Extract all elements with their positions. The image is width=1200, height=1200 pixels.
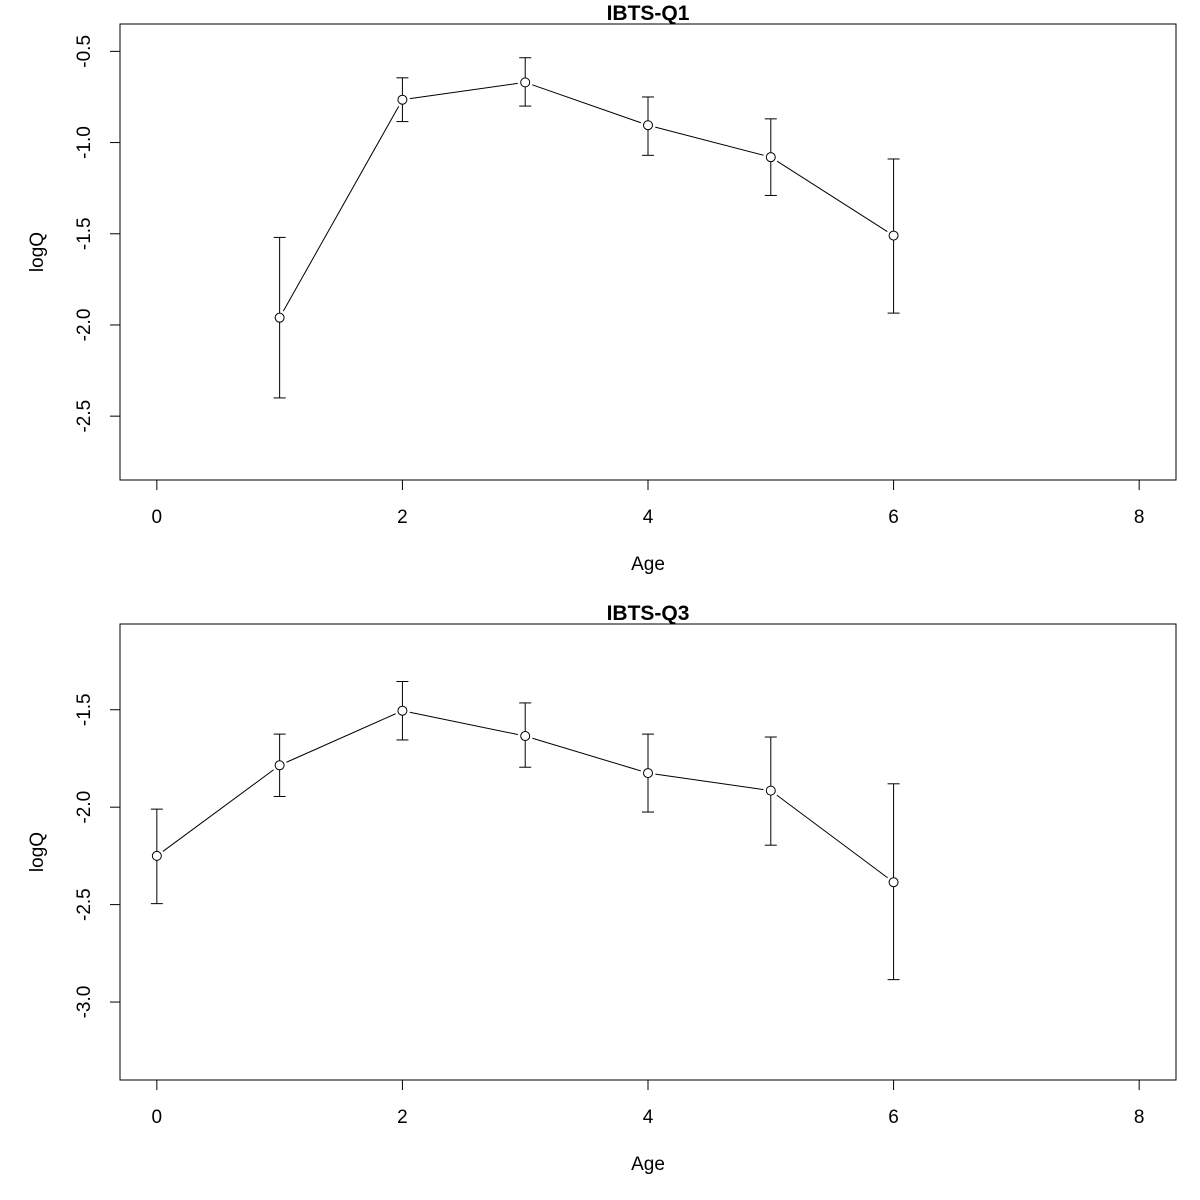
- x-tick-label: 4: [643, 507, 654, 528]
- data-point: [765, 785, 776, 796]
- data-point: [520, 77, 531, 88]
- x-axis-label: Age: [631, 1154, 665, 1175]
- data-point: [643, 768, 653, 779]
- y-tick-label: -2.5: [74, 400, 95, 433]
- data-layer: [150, 680, 900, 981]
- plot-frame: [119, 623, 1177, 1081]
- y-tick-label: -1.0: [74, 126, 95, 159]
- series-line-segment: [162, 769, 274, 852]
- data-point: [520, 731, 531, 742]
- data-point: [888, 230, 899, 241]
- data-point: [151, 850, 162, 861]
- y-tick-label: -1.5: [74, 217, 95, 250]
- x-tick-label: 6: [888, 1107, 899, 1128]
- y-tick-label: -0.5: [74, 35, 95, 68]
- series-line-segment: [409, 82, 518, 100]
- x-tick-label: 0: [152, 507, 163, 528]
- data-point: [397, 705, 408, 716]
- y-axis-label: logQ: [27, 232, 48, 272]
- chart-title: IBTS-Q1: [607, 2, 690, 25]
- series-line-segment: [655, 773, 764, 791]
- y-tick-label: -3.0: [74, 986, 95, 1019]
- series-line-segment: [532, 84, 642, 124]
- data-point: [397, 94, 408, 105]
- series-line-segment: [655, 126, 764, 156]
- x-tick-label: 4: [643, 1107, 654, 1128]
- series-line-segment: [776, 160, 888, 232]
- x-tick-label: 0: [152, 1107, 163, 1128]
- y-tick-label: -2.0: [74, 791, 95, 824]
- data-point: [888, 877, 899, 888]
- x-tick-label: 8: [1134, 1107, 1145, 1128]
- data-point: [274, 312, 285, 323]
- chart-panel-q3: IBTS-Q3 Age logQ 0 2 4 6 8 -1.5 -2.0 -2.5 -3.0: [27, 602, 1177, 1175]
- data-point: [765, 152, 776, 163]
- chart-title: IBTS-Q3: [607, 602, 690, 625]
- x-tick-label: 2: [397, 1107, 408, 1128]
- x-axis-label: Age: [631, 554, 665, 575]
- data-point: [274, 760, 285, 771]
- y-tick-label: -2.0: [74, 309, 95, 342]
- series-line-segment: [282, 105, 400, 312]
- y-tick-label: -2.5: [74, 888, 95, 921]
- x-axis: 0 2 4 6 8: [152, 479, 1145, 528]
- series-line-segment: [532, 737, 641, 772]
- y-axis-label: logQ: [27, 832, 48, 872]
- x-tick-label: 2: [397, 507, 408, 528]
- series-line-segment: [286, 713, 396, 763]
- data-layer: [273, 57, 900, 399]
- y-axis: -1.5 -2.0 -2.5 -3.0: [74, 693, 121, 1019]
- plot-frame: [119, 23, 1177, 481]
- x-tick-label: 8: [1134, 507, 1145, 528]
- data-point: [643, 120, 653, 131]
- y-axis: -0.5 -1.0 -1.5 -2.0 -2.5: [74, 35, 121, 433]
- series-line-segment: [409, 711, 518, 736]
- x-axis: 0 2 4 6 8: [152, 1079, 1145, 1128]
- x-tick-label: 6: [888, 507, 899, 528]
- series-line-segment: [776, 794, 888, 879]
- y-tick-label: -1.5: [74, 693, 95, 726]
